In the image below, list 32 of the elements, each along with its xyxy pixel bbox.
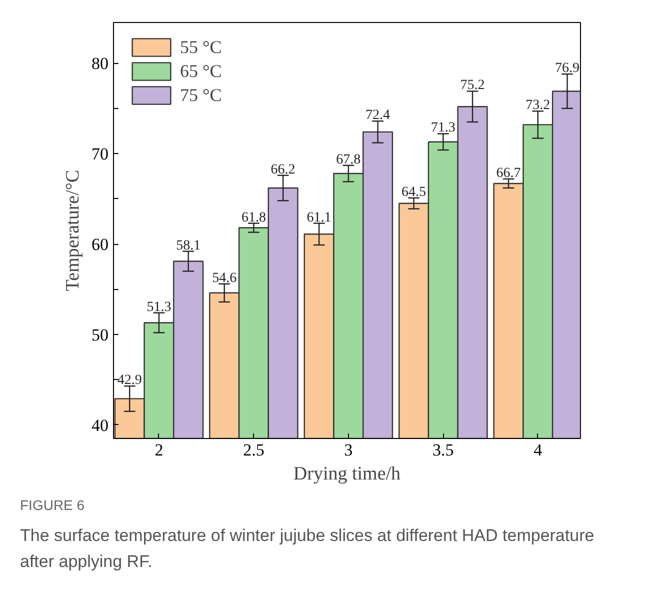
x-tick-label: 3: [344, 440, 353, 460]
data-label: 75.2: [460, 78, 485, 94]
data-label: 66.7: [496, 166, 521, 181]
y-tick-label: 80: [92, 54, 108, 74]
data-label: 51.3: [146, 300, 172, 315]
legend-label: 75 °C: [180, 84, 222, 106]
y-tick-label: 60: [92, 235, 108, 254]
data-label: 64.5: [402, 184, 426, 200]
data-label: 42.9: [117, 373, 142, 388]
data-label: 66.2: [270, 162, 296, 178]
y-tick-label: 50: [92, 326, 108, 344]
data-label: 73.2: [526, 98, 550, 114]
x-axis-title: Drying time/h: [293, 464, 402, 484]
data-label: 54.6: [212, 270, 237, 286]
y-tick-label: 40: [92, 416, 108, 435]
data-label: 61.1: [306, 210, 332, 226]
data-label: 58.1: [176, 238, 201, 254]
x-tick-label: 4: [534, 440, 543, 460]
data-label: 61.8: [241, 210, 266, 226]
data-label: 67.8: [336, 152, 361, 168]
legend-label: 65 °C: [180, 60, 222, 82]
x-tick-label: 2: [154, 440, 164, 460]
text: The surface temperature of winter jujube slices at different HAD temperature after applying RF.: [20, 525, 596, 573]
y-tick-label: 70: [92, 144, 108, 164]
x-tick-label: 2.5: [243, 440, 264, 460]
caption: FIGURE 6: [20, 496, 86, 515]
legend-label: 55 °C: [180, 36, 222, 58]
data-label: 72.4: [366, 108, 390, 124]
data-label: 76.9: [554, 61, 580, 76]
data-label: 71.3: [430, 120, 456, 136]
y-axis-title: Temperature/°C: [62, 170, 84, 292]
x-tick-label: 3.5: [432, 440, 454, 460]
